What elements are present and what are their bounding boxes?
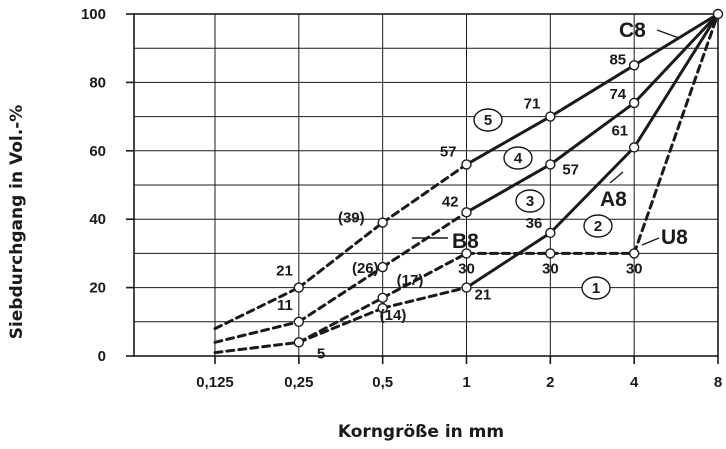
point-a8-1	[293, 337, 305, 348]
point-label-u8-2: 30	[458, 260, 475, 277]
curve-b8-segment-3	[465, 162, 552, 214]
point-label-a8-5: 61	[611, 122, 628, 139]
point-label-c8-5: 85	[609, 51, 626, 68]
point-label-b8-2: (26)	[352, 260, 379, 277]
point-u8-1	[377, 292, 388, 304]
axes: 0 20 40 60 80 100 0,125 0,25 0,5 1 2 4 8	[81, 6, 722, 391]
point-c8-6	[712, 8, 724, 20]
x-axis-title: Korngröße in mm	[338, 422, 504, 442]
zone-badge-3	[515, 189, 545, 213]
point-label-u8-3: 30	[542, 260, 559, 277]
point-a8-5	[628, 142, 640, 153]
curve-label-leader-a8	[609, 171, 624, 184]
curve-a8-segment-3	[465, 231, 552, 290]
curve-a8-segment-0	[213, 340, 301, 355]
curve-a8-segment-5	[632, 12, 720, 149]
zone-number-2: 2	[594, 218, 602, 235]
point-b8-3	[461, 207, 472, 218]
curve-b8-segment-4	[548, 101, 636, 166]
x-tick-label-6: 8	[714, 374, 722, 391]
point-c8-1	[293, 282, 305, 293]
curve-b8-segment-0	[213, 320, 301, 344]
point-u8-2	[461, 248, 472, 259]
y-tick-label-4: 80	[89, 74, 106, 91]
curve-b8-segment-1	[297, 265, 385, 324]
curve-a8-segment-4	[548, 145, 636, 235]
point-label-u8-1: (17)	[397, 272, 424, 289]
grid	[134, 14, 719, 356]
labels: 5(14)21366111(26)42577421(39)577185(17)3…	[276, 19, 688, 362]
x-tick-label-4: 2	[546, 374, 554, 391]
point-label-a8-3: 21	[475, 287, 492, 304]
curve-label-leader-c8	[656, 29, 680, 39]
curve-label-b8: B8	[452, 230, 479, 253]
point-a8-4	[545, 227, 556, 239]
curve-u8-segment-0	[297, 296, 385, 344]
curve-b8-segment-5	[632, 12, 720, 105]
zone-badge-5	[473, 108, 503, 132]
point-label-b8-3: 42	[442, 193, 459, 210]
point-a8-3	[461, 282, 472, 293]
zone-number-1: 1	[592, 280, 600, 297]
x-tick-label-0: 0,125	[196, 374, 234, 391]
curve-label-a8: A8	[600, 188, 627, 211]
curve-c8-segment-0	[213, 286, 301, 331]
point-c8-4	[545, 111, 556, 122]
x-tick-label-1: 0,25	[284, 374, 313, 391]
point-b8-4	[545, 159, 556, 170]
curve-c8-segment-4	[548, 63, 636, 119]
y-tick-label-1: 20	[89, 280, 106, 297]
point-label-c8-1: 21	[276, 263, 293, 280]
curve-c8-segment-2	[381, 162, 468, 225]
y-tick-label-2: 40	[89, 211, 106, 228]
curve-a8-segment-1	[297, 306, 385, 344]
point-c8-3	[461, 159, 472, 170]
point-label-b8-4: 57	[562, 161, 579, 178]
curve-b8-segment-2	[381, 210, 468, 269]
curve-u8-segment-1	[381, 251, 468, 300]
curves	[213, 12, 720, 355]
point-label-c8-2: (39)	[338, 210, 365, 227]
point-label-a8-1: 5	[317, 345, 325, 362]
point-label-a8-4: 36	[526, 215, 543, 232]
curve-label-leader-u8	[641, 237, 660, 246]
curve-c8-segment-5	[632, 12, 720, 67]
zone-badge-4	[503, 146, 533, 170]
point-label-c8-4: 71	[524, 96, 541, 113]
curve-label-u8: U8	[661, 226, 688, 249]
point-c8-2	[377, 217, 388, 228]
point-label-u8-4: 30	[626, 260, 643, 277]
point-b8-1	[293, 316, 305, 327]
y-tick-label-0: 0	[98, 348, 106, 365]
point-u8-4	[628, 248, 640, 259]
zone-number-3: 3	[526, 193, 534, 210]
x-tick-label-3: 1	[462, 374, 470, 391]
point-u8-3	[545, 248, 556, 259]
curve-label-c8: C8	[619, 19, 646, 42]
point-a8-2	[377, 302, 388, 314]
y-tick-label-3: 60	[89, 143, 106, 160]
plot-frame	[133, 13, 719, 357]
point-b8-5	[628, 97, 640, 109]
zone-number-4: 4	[514, 150, 523, 167]
y-axis-title: Siebdurchgang in Vol.-%	[7, 105, 27, 340]
curve-c8-segment-1	[297, 221, 385, 290]
zone-badge-2	[583, 214, 613, 238]
x-tick-label-2: 0,5	[372, 374, 393, 391]
x-tick-label-5: 4	[630, 374, 639, 391]
zone-badge-1	[581, 276, 611, 300]
curve-c8-segment-3	[465, 115, 552, 166]
point-c8-5	[628, 60, 640, 71]
point-label-b8-1: 11	[277, 297, 293, 314]
curve-a8-segment-2	[381, 286, 468, 310]
zone-number-5: 5	[484, 112, 492, 129]
markers	[293, 8, 724, 348]
point-b8-2	[377, 261, 388, 273]
point-label-c8-3: 57	[440, 143, 457, 160]
y-tick-label-5: 100	[81, 6, 106, 23]
point-label-a8-2: (14)	[380, 307, 407, 324]
point-label-b8-5: 74	[609, 86, 626, 103]
curve-u8-segment-4	[632, 12, 720, 255]
